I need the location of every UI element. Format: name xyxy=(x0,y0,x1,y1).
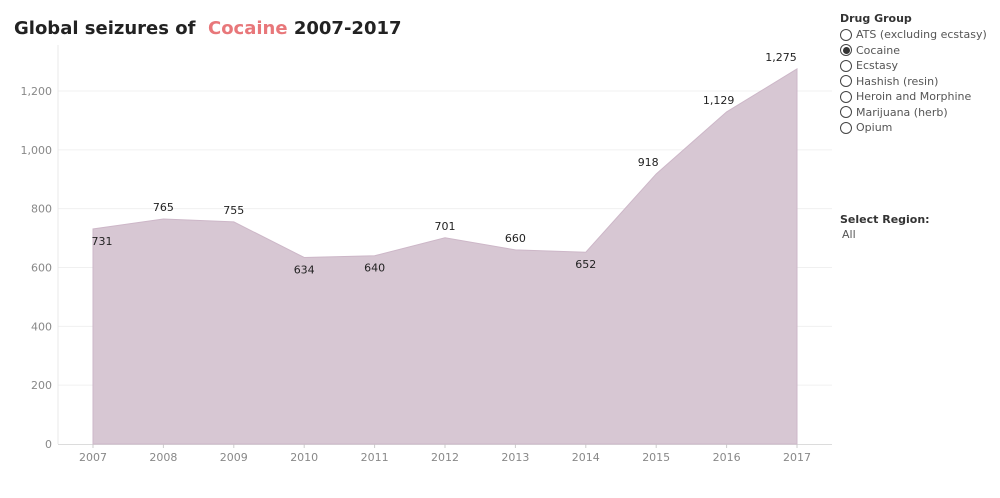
data-label-2017: 1,275 xyxy=(765,51,797,64)
x-tick-label: 2017 xyxy=(783,451,811,464)
data-label-2007: 731 xyxy=(92,235,113,248)
drug-group-options: ATS (excluding ecstasy) Cocaine Ecstasy Has… xyxy=(840,27,998,136)
x-tick-label: 2012 xyxy=(431,451,459,464)
x-tick-label: 2015 xyxy=(642,451,670,464)
x-tick-label: 2011 xyxy=(361,451,389,464)
area-series-cocaine xyxy=(92,68,798,445)
x-tick-label: 2010 xyxy=(290,451,318,464)
data-label-2011: 640 xyxy=(364,262,385,275)
data-label-2009: 755 xyxy=(223,204,244,217)
chart-title: Global seizures of Cocaine 2007-2017 xyxy=(14,18,402,39)
region-value[interactable]: All xyxy=(842,228,856,241)
y-tick-label: 600 xyxy=(31,262,52,275)
drug-group-filter: Drug Group ATS (excluding ecstasy) Cocain… xyxy=(840,12,998,136)
y-tick-label: 800 xyxy=(31,203,52,216)
radio-empty-icon[interactable] xyxy=(840,90,852,103)
drug-option-ecstasy[interactable]: Ecstasy xyxy=(840,58,998,74)
x-tick-label: 2014 xyxy=(572,451,600,464)
y-tick-label: 1,000 xyxy=(21,144,53,157)
y-tick-label: 0 xyxy=(45,438,52,451)
drug-option-label: Cocaine xyxy=(856,43,900,57)
x-tick-label: 2008 xyxy=(149,451,177,464)
drug-option-label: Heroin and Morphine xyxy=(856,90,972,104)
area-chart: 0 200 400 600 800 1,000 1,200 2007 2008 2009 2010… xyxy=(21,45,832,464)
y-tick-label: 400 xyxy=(31,320,52,333)
radio-empty-icon[interactable] xyxy=(840,121,852,134)
x-tick-label: 2007 xyxy=(79,451,107,464)
x-tick-label: 2016 xyxy=(713,451,741,464)
drug-option-cocaine[interactable]: Cocaine xyxy=(840,43,998,59)
x-tick-label: 2013 xyxy=(501,451,529,464)
data-label-2008: 765 xyxy=(153,201,174,214)
y-tick-label: 1,200 xyxy=(21,85,53,98)
drug-option-label: ATS (excluding ecstasy) xyxy=(856,28,987,42)
radio-empty-icon[interactable] xyxy=(840,28,852,41)
data-label-2013: 660 xyxy=(505,232,526,245)
drug-option-ats-excluding-ecstasy[interactable]: ATS (excluding ecstasy) xyxy=(840,27,998,43)
y-axis: 0 200 400 600 800 1,000 1,200 xyxy=(21,85,53,451)
drug-option-label: Marijuana (herb) xyxy=(856,105,948,119)
drug-option-marijuana-herb[interactable]: Marijuana (herb) xyxy=(840,105,998,121)
data-label-2010: 634 xyxy=(294,263,315,276)
data-label-2014: 652 xyxy=(575,258,596,271)
drug-option-heroin-and-morphine[interactable]: Heroin and Morphine xyxy=(840,89,998,105)
data-label-2012: 701 xyxy=(435,220,456,233)
radio-empty-icon[interactable] xyxy=(840,106,852,119)
title-drug: Cocaine xyxy=(207,18,288,39)
drug-option-label: Opium xyxy=(856,121,893,135)
data-labels: 731 765 755 634 640 701 660 652 918 1,129 1,275 xyxy=(92,51,797,277)
drug-option-label: Hashish (resin) xyxy=(856,74,939,88)
data-label-2015: 918 xyxy=(638,156,659,169)
region-label: Select Region: xyxy=(840,213,930,226)
drug-option-opium[interactable]: Opium xyxy=(840,120,998,136)
data-label-2016: 1,129 xyxy=(703,94,735,107)
x-axis: 2007 2008 2009 2010 2011 2012 2013 2014 2015 2016… xyxy=(79,444,811,464)
radio-empty-icon[interactable] xyxy=(840,59,852,72)
y-tick-label: 200 xyxy=(31,379,52,392)
radio-empty-icon[interactable] xyxy=(840,75,852,88)
title-suffix: 2007-2017 xyxy=(293,18,402,39)
drug-option-hashish-resin[interactable]: Hashish (resin) xyxy=(840,74,998,90)
radio-selected-icon[interactable] xyxy=(840,44,852,57)
region-filter: Select Region: All xyxy=(840,213,930,241)
x-tick-label: 2009 xyxy=(220,451,248,464)
drug-group-label: Drug Group xyxy=(840,12,912,25)
drug-option-label: Ecstasy xyxy=(856,59,899,73)
title-prefix: Global seizures of xyxy=(14,18,196,39)
